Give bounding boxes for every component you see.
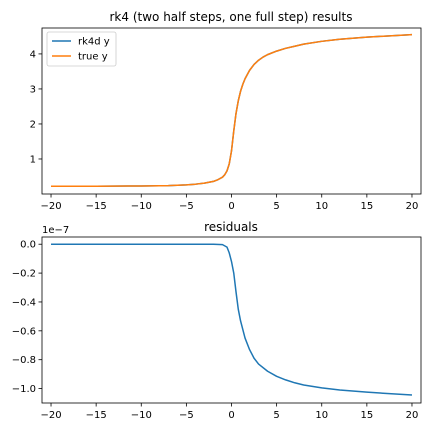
residuals-y-tick-label: −1.0 [12,384,36,395]
results-x-tick-label: 20 [406,201,419,212]
residuals-x-tick-label: 10 [315,410,328,421]
results-y-tick-label: 4 [30,49,36,60]
residuals-x-tick-label: −5 [179,410,194,421]
residuals-plot-area [51,243,413,396]
residuals-x-tick-label: 20 [406,410,419,421]
residuals-chart-title: residuals [204,220,258,234]
results-plot-area [51,33,413,188]
residuals-x-tick-label: −15 [86,410,107,421]
residuals-x-tick-label: −10 [131,410,152,421]
results-y-tick-label: 2 [30,119,36,130]
residuals-y-tick-label: −0.6 [12,326,36,337]
residuals-x-tick-label: −20 [40,410,61,421]
residuals-x-tick-label: 5 [273,410,279,421]
results-x-tick-label: −15 [86,201,107,212]
results-x-axis: −20 −15 −10 −5 0 5 10 15 20 [40,194,418,212]
results-y-tick-label: 1 [30,154,36,165]
residuals-y-tick-label: 0.0 [20,240,36,251]
results-x-tick-label: −10 [131,201,152,212]
legend-label-true-y: true y [78,52,108,63]
residuals-y-tick-label: −0.8 [12,355,36,366]
results-x-tick-label: 0 [228,201,234,212]
results-chart-title: rk4 (two half steps, one full step) resu… [110,10,353,24]
residuals-x-tick-label: 0 [228,410,234,421]
residuals-offset-text: 1e−7 [42,225,69,236]
results-x-tick-label: 10 [315,201,328,212]
results-series-line-true-y [51,33,413,188]
residuals-y-axis: 0.0 −0.2 −0.4 −0.6 −0.8 −1.0 [12,240,42,395]
residuals-y-tick-label: −0.4 [12,297,36,308]
results-x-tick-label: 15 [360,201,373,212]
results-y-tick-label: 3 [30,84,36,95]
residuals-chart: residuals 1e−7 −20 −15 −10 −5 0 5 10 15 20 0.0 −0… [12,220,422,421]
results-chart: rk4 (two half steps, one full step) resu… [30,10,422,212]
results-x-tick-label: −5 [179,201,194,212]
legend: rk4d y true y [46,31,117,67]
residuals-x-tick-label: 15 [360,410,373,421]
residuals-x-axis: −20 −15 −10 −5 0 5 10 15 20 [40,403,418,421]
results-y-axis: 1 2 3 4 [30,49,42,165]
results-x-tick-label: 5 [273,201,279,212]
results-x-tick-label: −20 [40,201,61,212]
legend-label-rk4d-y: rk4d y [78,37,110,48]
residuals-series-line-0 [51,243,413,396]
residuals-y-tick-label: −0.2 [12,269,36,280]
